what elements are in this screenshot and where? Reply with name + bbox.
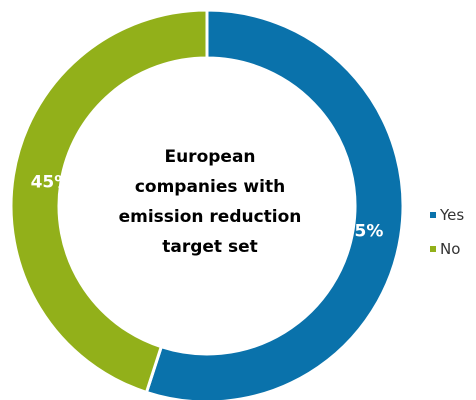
chart-legend: Yes No — [430, 204, 464, 272]
center-title-line-4: target set — [162, 237, 258, 257]
center-title-line-3: emission reduction — [118, 207, 302, 227]
legend-item-no: No — [430, 238, 464, 260]
chart-center-title: European companies with emission reducti… — [90, 142, 330, 262]
center-title-line-2: companies with — [134, 177, 286, 197]
legend-swatch-yes — [430, 212, 436, 218]
donut-slice-no — [9, 8, 209, 395]
slice-value-label-no: 45% — [31, 172, 72, 192]
legend-label-yes: Yes — [440, 206, 465, 224]
donut-slice-yes — [144, 8, 405, 400]
legend-item-yes: Yes — [430, 204, 464, 226]
legend-swatch-no — [430, 246, 436, 252]
center-title-line-1: European — [164, 147, 256, 167]
slice-value-label-yes: 55% — [343, 222, 384, 242]
legend-label-no: No — [440, 240, 461, 258]
